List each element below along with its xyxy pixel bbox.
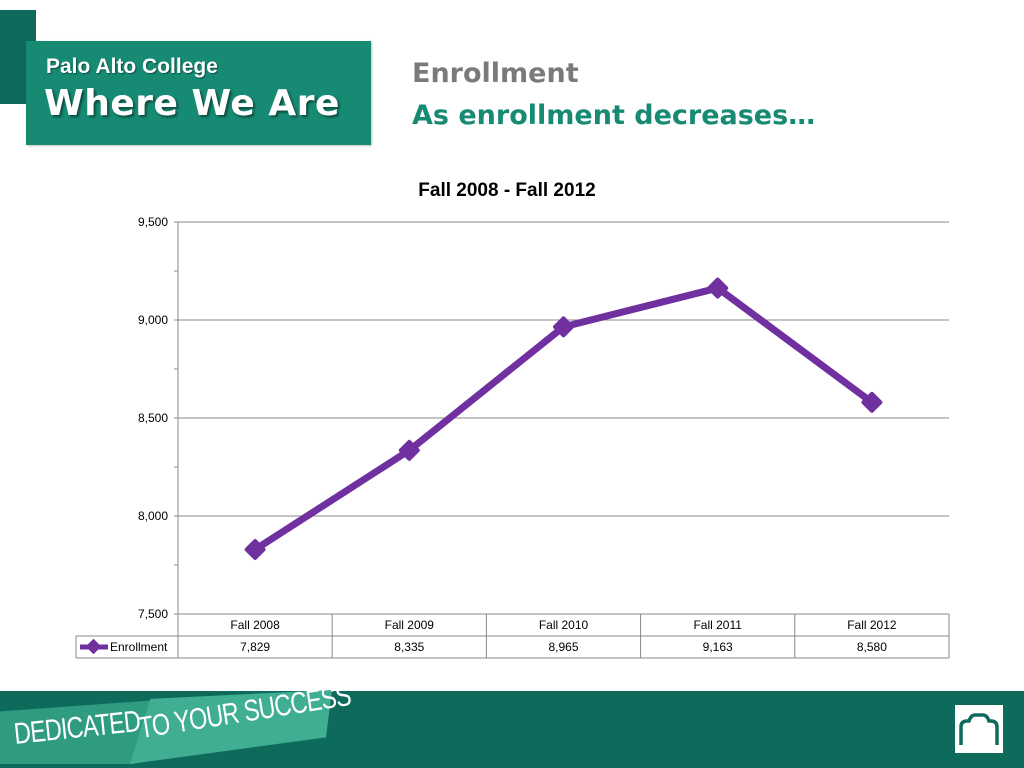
y-tick-label: 8,000 bbox=[138, 509, 168, 523]
table-value-cell: 9,163 bbox=[703, 640, 733, 654]
x-category-label: Fall 2011 bbox=[693, 618, 742, 632]
header-tagline: Where We Are bbox=[44, 83, 340, 124]
college-name: Palo Alto College bbox=[46, 55, 218, 78]
data-point-marker bbox=[707, 277, 729, 299]
y-tick-label: 9,500 bbox=[138, 215, 168, 229]
y-tick-label: 8,500 bbox=[138, 411, 168, 425]
header-badge: Palo Alto College Where We Are bbox=[26, 41, 371, 145]
data-point-marker bbox=[861, 391, 883, 413]
table-value-cell: 7,829 bbox=[240, 640, 270, 654]
slide-title: Enrollment bbox=[412, 58, 579, 89]
table-value-cell: 8,580 bbox=[857, 640, 887, 654]
y-tick-label: 7,500 bbox=[138, 607, 168, 621]
legend-series-label: Enrollment bbox=[110, 640, 168, 654]
data-point-marker bbox=[398, 439, 420, 461]
slide-subtitle: As enrollment decreases… bbox=[412, 100, 816, 131]
data-point-marker bbox=[244, 539, 266, 561]
x-category-label: Fall 2009 bbox=[385, 618, 435, 632]
x-category-label: Fall 2012 bbox=[847, 618, 897, 632]
x-category-label: Fall 2008 bbox=[230, 618, 280, 632]
table-value-cell: 8,335 bbox=[394, 640, 424, 654]
table-value-cell: 8,965 bbox=[548, 640, 578, 654]
legend-marker-key bbox=[85, 638, 102, 655]
y-tick-label: 9,000 bbox=[138, 313, 168, 327]
footer-banner-dedicated bbox=[0, 700, 158, 764]
enrollment-chart: Fall 2008 - Fall 2012 7,500 8,000 8,500 9,00… bbox=[75, 180, 950, 659]
chart-title: Fall 2008 - Fall 2012 bbox=[418, 180, 595, 201]
college-logo-icon bbox=[955, 705, 1003, 753]
x-category-label: Fall 2010 bbox=[539, 618, 589, 632]
data-point-marker bbox=[553, 316, 574, 338]
